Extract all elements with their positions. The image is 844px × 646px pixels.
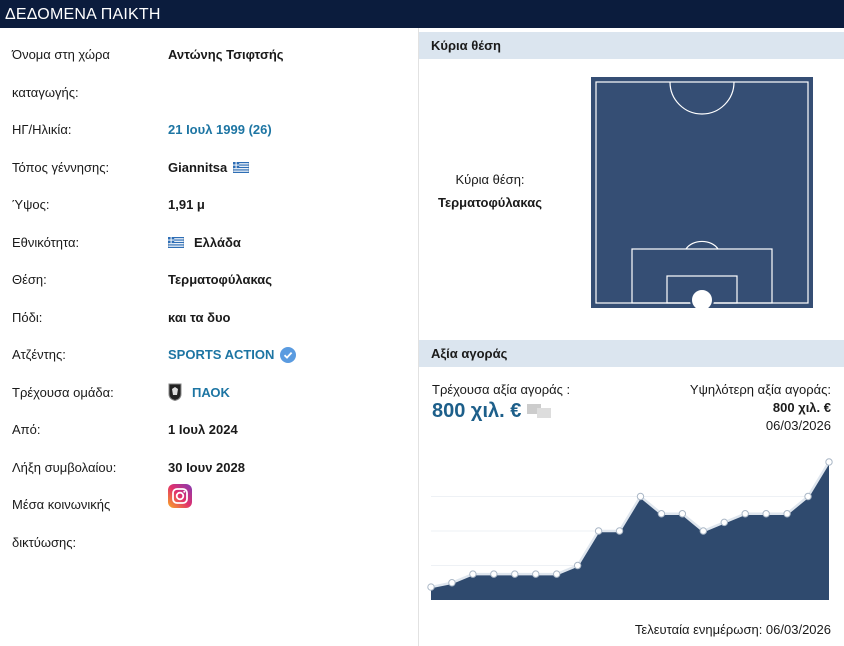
label: Τρέχουσα ομάδα: bbox=[12, 384, 114, 400]
value-wrap: Ελλάδα bbox=[168, 224, 241, 262]
label: Θέση: bbox=[12, 272, 47, 287]
area bbox=[431, 462, 829, 600]
info-row: Ατζέντης: SPORTS ACTION bbox=[0, 336, 415, 374]
label: Τόπος γέννησης: bbox=[12, 159, 110, 175]
instagram-icon[interactable] bbox=[168, 484, 192, 508]
highest-value-label: Υψηλότερη αξία αγοράς: bbox=[689, 382, 831, 397]
point bbox=[511, 570, 519, 578]
info-row: Τόπος γέννησης: Giannitsa bbox=[0, 149, 415, 187]
value: Ελλάδα bbox=[194, 234, 241, 250]
point bbox=[427, 583, 435, 591]
point bbox=[720, 518, 728, 527]
value: 1 Ιουλ 2024 bbox=[168, 422, 238, 437]
value: και τα δυο bbox=[168, 309, 231, 325]
flag-greece bbox=[233, 161, 250, 173]
label: Όνομα στη χώρα καταγωγής: bbox=[12, 47, 110, 100]
point bbox=[762, 510, 770, 518]
flag-greece bbox=[168, 236, 184, 248]
flag-stripe bbox=[233, 161, 250, 163]
label: Εθνικότητα: bbox=[12, 234, 80, 250]
info-row: Θέση: Τερματοφύλακας bbox=[0, 261, 415, 299]
pitch bbox=[591, 77, 813, 308]
highest-date: 06/03/2026 bbox=[765, 418, 831, 433]
value-wrap: Giannitsa bbox=[168, 149, 250, 187]
flag-stripe bbox=[168, 236, 184, 238]
info-row: ΗΓ/Ηλικία: 21 Ιουλ 1999 (26) bbox=[0, 111, 415, 149]
flag-cross bbox=[233, 164, 240, 166]
position-label: Κύρια θέση: bbox=[455, 172, 525, 187]
flag-stripe bbox=[233, 166, 250, 168]
club-crest bbox=[168, 383, 182, 402]
label: Πόδι: bbox=[12, 309, 43, 325]
current-value: 800 χιλ. € bbox=[432, 400, 522, 422]
label: ΗΓ/Ηλικία: bbox=[12, 122, 72, 137]
flag-stripe bbox=[168, 241, 184, 243]
position-value: Τερματοφύλακας bbox=[437, 195, 542, 210]
point bbox=[657, 510, 666, 518]
player-info: Όνομα στη χώρα καταγωγής: Αντώνης Τσιφτσή… bbox=[0, 36, 415, 561]
point bbox=[783, 510, 791, 518]
flag-stripe bbox=[168, 246, 184, 248]
club-link[interactable]: ΠΑΟΚ bbox=[192, 384, 230, 400]
flag-stripe bbox=[168, 244, 184, 246]
point bbox=[448, 579, 456, 587]
last-update: Τελευταία ενημέρωση: 06/03/2026 bbox=[634, 622, 831, 637]
value-wrap: SPORTS ACTION bbox=[168, 336, 297, 374]
value: 1,91 μ bbox=[168, 197, 205, 212]
flag-stripe bbox=[233, 169, 250, 171]
market-value-chart bbox=[427, 458, 833, 600]
value: Αντώνης Τσιφτσής bbox=[168, 47, 284, 62]
section-header: Κύρια θέση bbox=[419, 32, 844, 59]
agent-link[interactable]: SPORTS ACTION bbox=[168, 347, 275, 362]
label: Ύψος: bbox=[12, 197, 50, 212]
info-row: Τρέχουσα ομάδα: ΠΑΟΚ bbox=[0, 374, 415, 412]
info-row: Μέσα κοινωνικής δικτύωσης: bbox=[0, 484, 415, 561]
point bbox=[573, 561, 582, 570]
info-row: Από: 1 Ιουλ 2024 bbox=[0, 411, 415, 449]
point bbox=[825, 458, 833, 466]
point bbox=[615, 527, 624, 535]
highest-value: 800 χιλ. € bbox=[772, 400, 831, 415]
point bbox=[594, 527, 603, 535]
current-value-wrap: 800 χιλ. € bbox=[432, 400, 553, 423]
birth-date-link[interactable]: 21 Ιουλ 1999 (26) bbox=[168, 122, 272, 137]
value: 30 Ιουν 2028 bbox=[168, 459, 245, 475]
header: ΔΕΔΟΜΕΝΑ ΠΑΙΚΤΗ bbox=[0, 0, 844, 28]
comment-icon bbox=[527, 403, 552, 418]
flag-stripe bbox=[168, 239, 184, 241]
point bbox=[552, 570, 561, 578]
section-header: Αξία αγοράς bbox=[419, 340, 844, 367]
point bbox=[699, 527, 708, 535]
point bbox=[804, 492, 812, 501]
point bbox=[469, 570, 477, 578]
label: Λήξη συμβολαίου: bbox=[12, 459, 117, 475]
value-wrap: ΠΑΟΚ bbox=[168, 374, 230, 412]
value-wrap bbox=[168, 484, 198, 524]
side-panel: Κύρια θέση Κύρια θέση: Τερματοφύλακας Αξ… bbox=[418, 28, 844, 646]
point bbox=[741, 510, 749, 518]
point bbox=[532, 570, 540, 578]
flag-stripe bbox=[233, 171, 250, 173]
verified-badge bbox=[280, 346, 297, 363]
label: Μέσα κοινωνικής δικτύωσης: bbox=[12, 497, 111, 550]
info-row: Λήξη συμβολαίου: 30 Ιουν 2028 bbox=[0, 449, 415, 487]
info-row: Ύψος: 1,91 μ bbox=[0, 186, 415, 224]
flag-cross bbox=[168, 239, 175, 241]
value: Giannitsa bbox=[168, 159, 228, 175]
point bbox=[490, 570, 498, 578]
info-row: Όνομα στη χώρα καταγωγής: Αντώνης Τσιφτσή… bbox=[0, 36, 415, 111]
label: Από: bbox=[12, 422, 41, 437]
label: Ατζέντης: bbox=[12, 347, 66, 362]
flag-stripe bbox=[233, 164, 250, 166]
info-row: Πόδι: και τα δυο bbox=[0, 299, 415, 337]
current-value-label: Τρέχουσα αξία αγοράς : bbox=[432, 382, 571, 397]
info-row: Εθνικότητα: Ελλάδα bbox=[0, 224, 415, 262]
value: Τερματοφύλακας bbox=[168, 272, 273, 287]
point bbox=[678, 510, 687, 518]
point bbox=[636, 492, 645, 501]
